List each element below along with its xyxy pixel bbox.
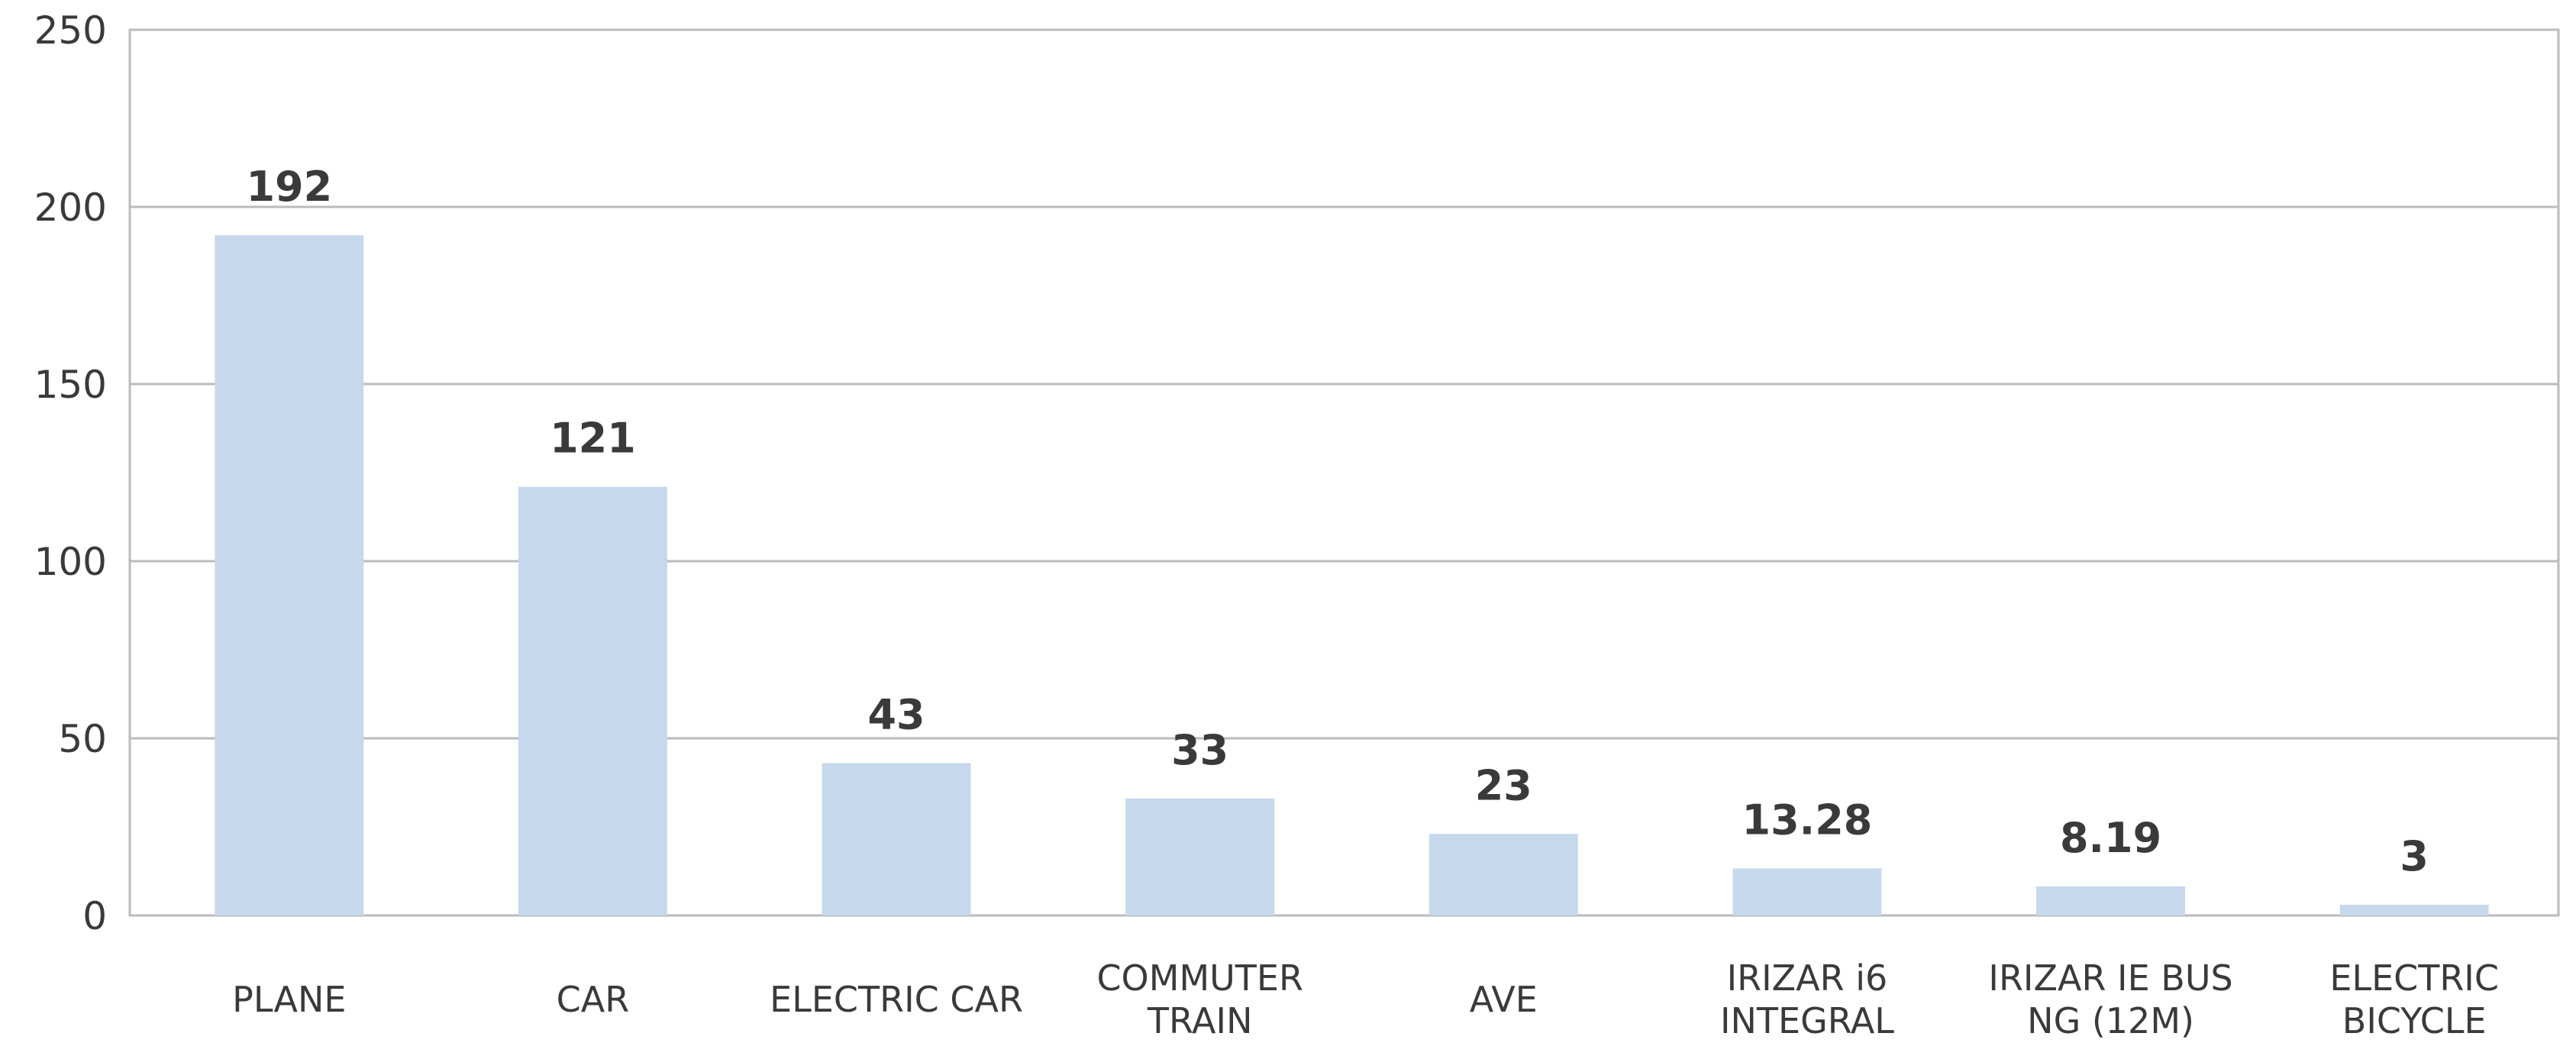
- x-tick-line: PLANE: [232, 979, 346, 1020]
- x-tick-line: NG (12M): [2027, 1000, 2194, 1041]
- y-tick-label: 250: [34, 8, 107, 53]
- bar: [2036, 886, 2185, 915]
- x-tick-line: ELECTRIC CAR: [770, 979, 1023, 1020]
- value-label: 13.28: [1742, 796, 1873, 844]
- y-tick-label: 100: [34, 540, 107, 584]
- plot-frame: [128, 28, 2560, 917]
- x-tick-line: INTEGRAL: [1720, 1000, 1894, 1041]
- bar: [2339, 905, 2489, 915]
- x-tick-label: IRIZAR i6 INTEGRAL: [1720, 957, 1894, 1041]
- value-label: 8.19: [2060, 814, 2161, 862]
- value-label: 23: [1475, 761, 1532, 809]
- x-tick-line: BICYCLE: [2342, 1000, 2487, 1041]
- bar: [1125, 798, 1275, 915]
- x-tick-line: COMMUTER: [1096, 957, 1303, 999]
- value-label: 3: [2400, 832, 2429, 880]
- x-tick-label: COMMUTER TRAIN: [1096, 957, 1303, 1041]
- x-tick-label: ELECTRIC CAR: [770, 979, 1023, 1020]
- value-label: 192: [246, 163, 332, 211]
- y-tick-label: 150: [34, 363, 107, 407]
- x-tick-label: IRIZAR IE BUS NG (12M): [1988, 957, 2232, 1041]
- bar: [822, 763, 971, 915]
- x-tick-line: IRIZAR IE BUS: [1988, 957, 2232, 999]
- value-label: 121: [550, 415, 636, 463]
- x-tick-line: TRAIN: [1147, 1000, 1253, 1041]
- y-tick-label: 0: [82, 894, 107, 938]
- x-tick-label: ELECTRIC BICYCLE: [2329, 957, 2499, 1041]
- bar: [1732, 868, 1882, 915]
- x-tick-label: CAR: [557, 979, 630, 1020]
- value-label: 43: [867, 690, 925, 738]
- x-tick-line: IRIZAR i6: [1727, 957, 1888, 999]
- x-tick-line: CAR: [557, 979, 630, 1020]
- x-tick-line: AVE: [1470, 979, 1538, 1020]
- bar: [215, 235, 364, 915]
- x-tick-label: PLANE: [232, 979, 346, 1020]
- bar: [1428, 834, 1578, 915]
- x-tick-label: AVE: [1470, 979, 1538, 1020]
- y-tick-label: 200: [34, 186, 107, 230]
- value-label: 33: [1171, 726, 1228, 774]
- x-tick-line: ELECTRIC: [2329, 957, 2499, 999]
- bar: [518, 486, 667, 915]
- y-tick-label: 50: [58, 717, 107, 761]
